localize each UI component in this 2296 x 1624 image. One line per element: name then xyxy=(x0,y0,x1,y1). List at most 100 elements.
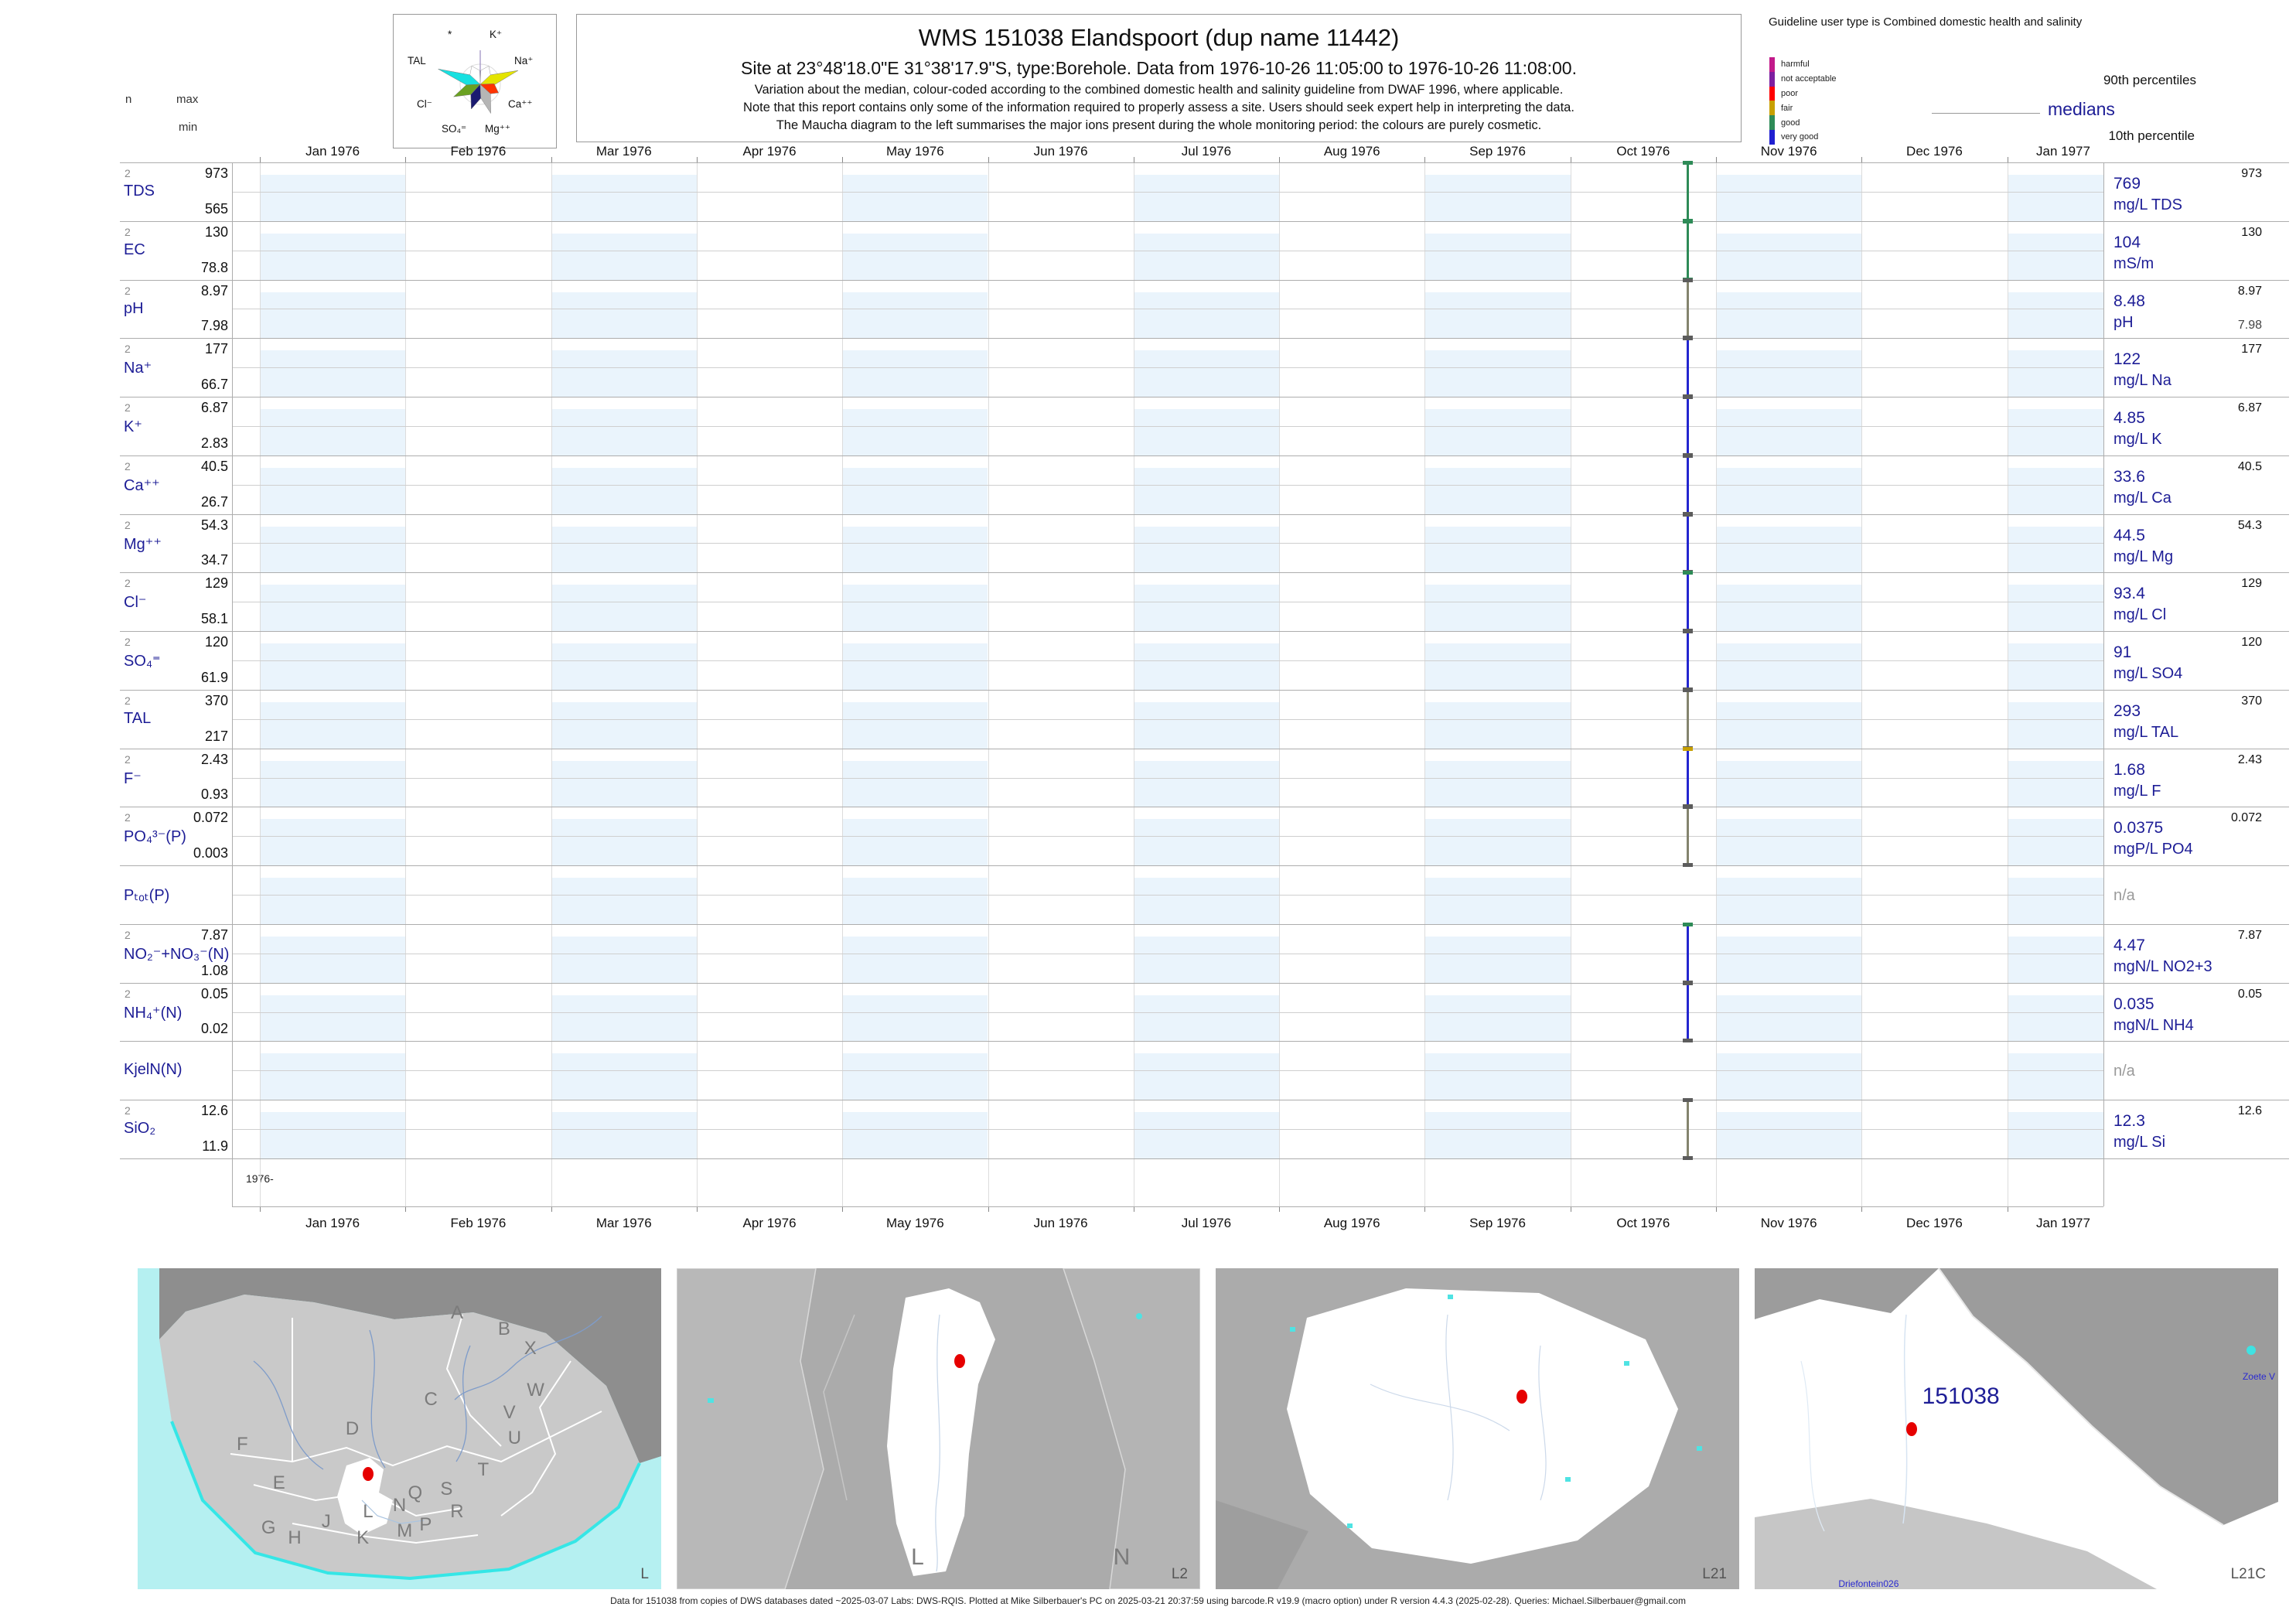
sample-bar-top-cap xyxy=(1682,746,1693,751)
guideline-scale-item: good xyxy=(1769,115,1837,130)
guideline-color-swatch xyxy=(1769,101,1775,116)
month-shade-cell xyxy=(260,467,406,514)
month-shade-cell xyxy=(260,878,406,924)
row-boundary-line xyxy=(120,513,2289,515)
month-shade-cell xyxy=(551,995,697,1042)
sample-bar-top-cap xyxy=(1682,805,1693,810)
row-units-label: mg/L SO4 xyxy=(2113,665,2183,683)
legend-median-line xyxy=(1932,113,2040,114)
row-median-value: 4.85 xyxy=(2113,409,2145,428)
header-note-2: Note that this report contains only some… xyxy=(743,101,1574,114)
sample-percentile-bar xyxy=(1686,222,1689,278)
month-shade-cell xyxy=(1133,760,1280,807)
month-label-bottom: Jun 1976 xyxy=(1033,1216,1088,1230)
month-shade-cell xyxy=(842,819,988,866)
month-label-bottom: Aug 1976 xyxy=(1323,1216,1380,1230)
month-shade-cell xyxy=(1716,175,1862,221)
sample-percentile-bar xyxy=(1686,633,1689,688)
month-shade-cell xyxy=(1424,526,1571,573)
month-shade-cell xyxy=(1716,1112,1862,1158)
row-max-value: 370 xyxy=(204,692,228,708)
guideline-scale-item: not acceptable xyxy=(1769,71,1837,87)
map-drainage-letter: K xyxy=(357,1527,370,1548)
month-shade-cell xyxy=(551,936,697,983)
sample-bar-bottom-cap xyxy=(1682,863,1693,868)
site-location-dot xyxy=(1906,1421,1918,1436)
row-mid-gridline xyxy=(232,191,2103,193)
row-sample-count: 2 xyxy=(125,636,131,649)
map-drainage-letter: W xyxy=(527,1379,544,1401)
month-shade-cell xyxy=(1133,233,1280,280)
row-parameter-label: Pₜₒₜ(P) xyxy=(124,887,170,905)
month-shade-cell xyxy=(1716,409,1862,455)
sample-bar-top-cap xyxy=(1682,571,1693,575)
maucha-diagram-box: * K⁺ TAL Na⁺ Cl⁻ Ca⁺⁺ SO₄⁼ Mg⁺⁺ xyxy=(393,14,557,148)
row-sample-count: 2 xyxy=(125,167,131,179)
month-shade-cell xyxy=(1424,936,1571,983)
month-shade-cell xyxy=(260,1053,406,1100)
month-shade-cell xyxy=(551,350,697,397)
month-tick xyxy=(260,157,261,162)
month-shade-cell xyxy=(260,995,406,1042)
row-units-label: mgN/L NH4 xyxy=(2113,1016,2194,1034)
map-region-code-label: L2 xyxy=(1171,1566,1188,1582)
month-label-top: Jan 1977 xyxy=(2036,144,2090,159)
month-tick xyxy=(988,1206,989,1212)
row-max-value: 2.43 xyxy=(200,751,228,767)
month-shade-cell xyxy=(1133,292,1280,339)
row-units-label: mgN/L NO2+3 xyxy=(2113,957,2212,975)
month-label-top: Feb 1976 xyxy=(450,144,507,159)
row-min-value: 1.08 xyxy=(200,962,228,978)
row-parameter-label: NH₄⁺(N) xyxy=(124,1004,183,1022)
row-sample-count: 2 xyxy=(125,343,131,356)
month-tick xyxy=(988,157,989,162)
month-shade-cell xyxy=(1716,643,1862,690)
month-tick xyxy=(1716,1206,1717,1212)
month-label-top: Jan 1976 xyxy=(305,144,360,159)
row-mid-gridline xyxy=(232,1129,2103,1131)
site-location-dot xyxy=(362,1466,374,1481)
month-tick xyxy=(842,157,844,162)
month-gridline xyxy=(405,162,407,1206)
month-shade-cell xyxy=(842,467,988,514)
month-shade-cell xyxy=(1716,526,1862,573)
site-location-dot xyxy=(954,1354,965,1369)
month-shade-cell xyxy=(551,701,697,749)
maucha-label-cl: Cl⁻ xyxy=(417,98,432,110)
sample-percentile-bar xyxy=(1686,808,1689,865)
row-min-value: 78.8 xyxy=(200,259,228,275)
month-shade-cell xyxy=(2007,467,2103,514)
month-shade-cell xyxy=(1133,467,1280,514)
month-shade-cell xyxy=(551,175,697,221)
row-median-value: 0.035 xyxy=(2113,995,2154,1013)
guideline-rating-label: poor xyxy=(1781,88,1799,98)
guideline-rating-label: harmful xyxy=(1781,60,1810,70)
month-shade-cell xyxy=(551,292,697,339)
month-label-top: Mar 1976 xyxy=(595,144,652,159)
row-right-max-value: 40.5 xyxy=(2237,459,2262,473)
row-mid-gridline xyxy=(232,543,2103,544)
month-label-top: Jul 1976 xyxy=(1181,144,1232,159)
row-max-value: 0.072 xyxy=(193,810,228,826)
month-shade-cell xyxy=(2007,995,2103,1042)
map-drainage-letter: C xyxy=(424,1389,438,1411)
month-tick xyxy=(1716,157,1717,162)
sample-percentile-bar xyxy=(1686,749,1689,806)
row-max-value: 973 xyxy=(204,165,228,181)
maucha-label-mg: Mg⁺⁺ xyxy=(485,123,511,135)
row-boundary-line xyxy=(120,220,2289,222)
month-label-top: May 1976 xyxy=(886,144,944,159)
row-sample-count: 2 xyxy=(125,1104,131,1117)
map-secondary-region-graphic xyxy=(1216,1268,1739,1589)
maucha-label-ca: Ca⁺⁺ xyxy=(508,98,533,110)
row-sample-count: 2 xyxy=(125,811,131,824)
map-south-africa-graphic xyxy=(138,1268,661,1589)
month-shade-cell xyxy=(551,878,697,924)
row-median-value: 0.0375 xyxy=(2113,819,2164,838)
header-note-1: Variation about the median, colour-coded… xyxy=(754,83,1564,97)
month-shade-cell xyxy=(1716,701,1862,749)
map-region-code-label: L21 xyxy=(1702,1566,1727,1582)
month-shade-cell xyxy=(551,819,697,866)
report-header-box: WMS 151038 Elandspoort (dup name 11442) … xyxy=(576,14,1742,142)
map-drainage-letter: L xyxy=(363,1501,374,1523)
